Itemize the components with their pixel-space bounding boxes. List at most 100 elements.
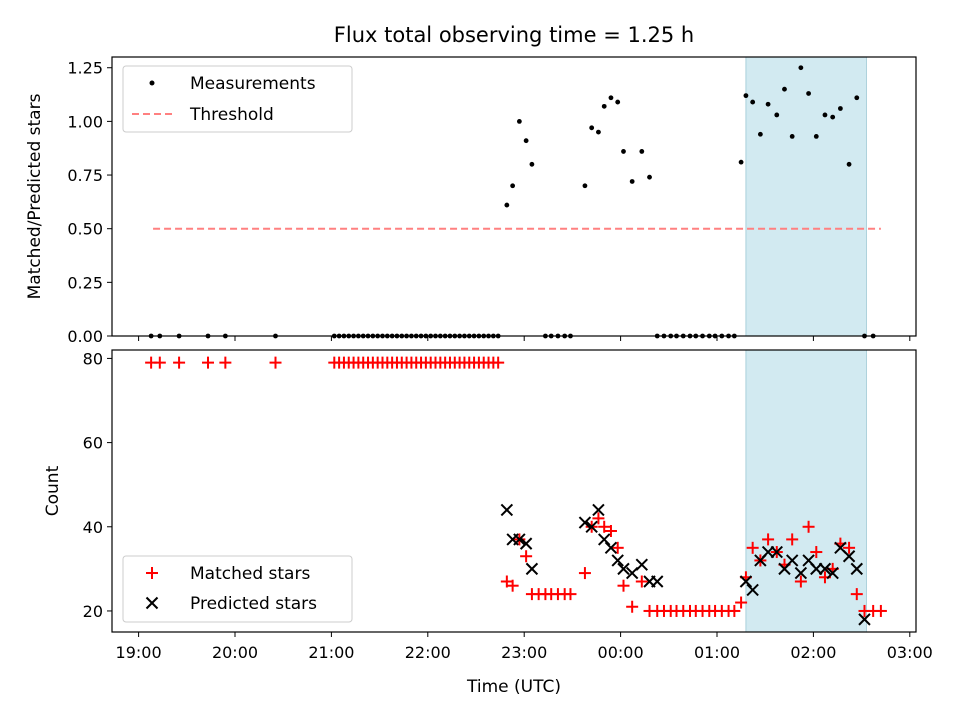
- top-y-tick-label: 1.00: [67, 112, 103, 131]
- bottom-legend: Matched stars Predicted stars: [122, 555, 353, 623]
- threshold-legend-label: Threshold: [189, 105, 274, 125]
- matched-point: [578, 567, 591, 580]
- measurement-point: [743, 93, 749, 99]
- matched-point: [802, 520, 815, 533]
- bottom-y-tick-label: 40: [83, 518, 103, 537]
- matched-point: [626, 600, 639, 613]
- top-y-tick-label: 0.00: [67, 327, 103, 346]
- matched-point: [762, 533, 775, 546]
- measurement-point: [615, 99, 621, 105]
- x-tick-label: 19:00: [116, 643, 162, 662]
- measurement-point: [806, 91, 811, 96]
- matched-point: [746, 541, 759, 554]
- predicted-legend-marker: [145, 596, 159, 610]
- matched-point: [564, 588, 577, 601]
- matched-point: [506, 579, 519, 592]
- x-tick-label: 20:00: [212, 643, 258, 662]
- x-tick-label: 21:00: [308, 643, 354, 662]
- bottom-x-ticks: 19:00 20:00 21:00 22:00 23:00 00:00 01:00 02:00…: [116, 632, 933, 662]
- predicted-point: [826, 566, 839, 580]
- measurement-point: [523, 138, 529, 144]
- measurement-point: [596, 129, 601, 135]
- matched-point: [598, 520, 611, 533]
- matched-point: [874, 604, 887, 617]
- matched-legend-glyph: [146, 567, 158, 579]
- predicted-point: [746, 583, 759, 597]
- measurement-point: [798, 65, 804, 71]
- predicted-point: [525, 562, 539, 576]
- top-legend: Measurements Threshold: [122, 65, 353, 133]
- x-tick-label: 23:00: [501, 643, 547, 662]
- x-tick-label: 02:00: [790, 643, 836, 662]
- measurement-point: [830, 114, 836, 120]
- predicted-point: [770, 545, 783, 559]
- predicted-point: [858, 613, 871, 626]
- measurement-point: [529, 161, 535, 167]
- measurement-point: [822, 112, 828, 118]
- predicted-point: [842, 550, 856, 563]
- x-axis-label: Time (UTC): [466, 677, 561, 697]
- measurement-point: [789, 134, 795, 139]
- top-y-ticks: 0.00 0.25 0.50 0.75 1.00 1.25: [67, 59, 112, 346]
- top-y-tick-label: 0.25: [67, 273, 103, 292]
- measurement-point: [510, 183, 516, 189]
- matched-point: [611, 541, 624, 554]
- matched-point: [635, 575, 648, 588]
- measurements-legend-marker: [149, 80, 155, 86]
- predicted-point: [519, 537, 533, 550]
- x-tick-label: 22:00: [405, 643, 451, 662]
- predicted-point: [592, 503, 605, 517]
- measurement-point: [750, 99, 756, 105]
- measurement-point: [601, 103, 607, 109]
- predicted-point: [635, 558, 649, 571]
- bottom-y-axis-label: Count: [43, 465, 63, 516]
- matched-point: [173, 356, 186, 369]
- matched-point: [269, 356, 282, 369]
- predicted-point: [651, 575, 664, 588]
- matched-legend-label: Matched stars: [190, 564, 310, 584]
- matched-point: [850, 588, 863, 601]
- predicted-point: [617, 562, 630, 576]
- x-tick-label: 00:00: [598, 643, 644, 662]
- matched-point: [810, 546, 823, 559]
- measurement-point: [782, 86, 787, 92]
- measurement-point: [757, 131, 763, 137]
- measurement-point: [629, 179, 635, 184]
- measurement-point: [837, 106, 843, 111]
- predicted-point: [585, 520, 598, 533]
- predicted-point: [513, 533, 526, 546]
- top-y-tick-label: 0.75: [67, 166, 103, 185]
- matched-point: [153, 356, 166, 369]
- predicted-point: [500, 503, 514, 517]
- predicted-point: [578, 516, 592, 529]
- matched-point: [592, 512, 605, 525]
- measurement-point: [846, 161, 852, 167]
- predicted-point: [794, 566, 808, 580]
- measurement-point: [608, 95, 614, 101]
- matched-point: [617, 579, 630, 592]
- measurements-legend-label: Measurements: [190, 74, 316, 94]
- predicted-point: [598, 533, 611, 546]
- bottom-legend-box: [122, 555, 353, 623]
- matched-point: [735, 596, 748, 609]
- top-legend-box: [122, 65, 353, 133]
- matched-point: [219, 356, 232, 369]
- count-points: [145, 356, 887, 626]
- predicted-point: [739, 575, 753, 588]
- matched-point: [786, 533, 799, 546]
- predicted-legend-glyph: [145, 596, 159, 610]
- measurement-point: [854, 95, 860, 101]
- x-tick-label: 01:00: [694, 643, 740, 662]
- matched-point: [794, 575, 807, 588]
- measurement-point: [516, 118, 522, 124]
- matched-point: [843, 541, 856, 554]
- bottom-highlight-band: [745, 349, 867, 633]
- measurement-point: [647, 174, 652, 180]
- x-tick-label: 03:00: [887, 643, 933, 662]
- chart-title: Flux total observing time = 1.25 h: [334, 23, 694, 47]
- predicted-point: [850, 562, 863, 576]
- matched-point: [520, 550, 533, 563]
- top-y-tick-label: 1.25: [67, 59, 103, 78]
- matched-point: [202, 356, 215, 369]
